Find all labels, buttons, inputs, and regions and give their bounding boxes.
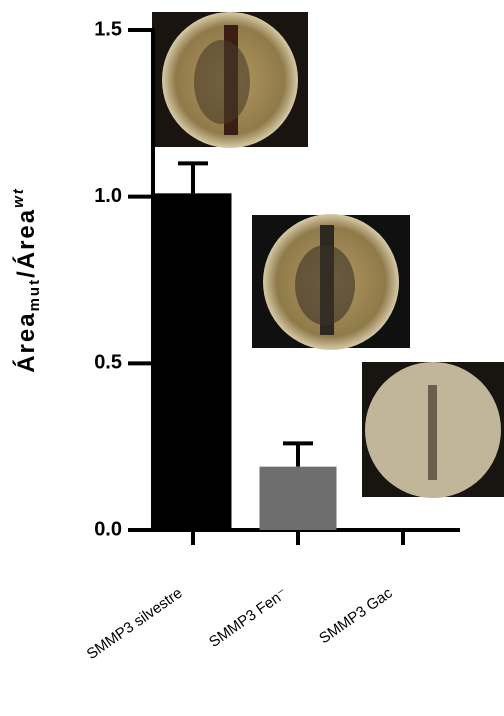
y-label-sub: wt bbox=[10, 187, 27, 208]
y-tick-label: 1.5 bbox=[94, 18, 122, 40]
plate-photo bbox=[252, 214, 410, 350]
bar bbox=[259, 466, 337, 530]
x-tick-label: SMMP3 Gac bbox=[316, 584, 396, 647]
y-tick-label: 1.0 bbox=[94, 185, 122, 207]
plate-photo bbox=[152, 12, 308, 148]
plate-photo bbox=[362, 362, 504, 498]
error-bar bbox=[283, 441, 313, 467]
y-label-sub: mut bbox=[26, 278, 43, 312]
x-tick-label: SMMP3 Fen⁻ bbox=[206, 585, 291, 651]
x-tick-label: SMMP3 silvestre bbox=[84, 585, 186, 663]
y-label-part: Área bbox=[12, 311, 40, 372]
bar bbox=[154, 193, 232, 531]
y-label-part: /Área bbox=[12, 208, 40, 278]
error-bar bbox=[178, 161, 208, 194]
y-tick-label: 0.5 bbox=[94, 352, 122, 374]
y-tick-label: 0.0 bbox=[94, 518, 122, 540]
y-axis-label: Áreamut/Áreawt bbox=[10, 187, 43, 373]
